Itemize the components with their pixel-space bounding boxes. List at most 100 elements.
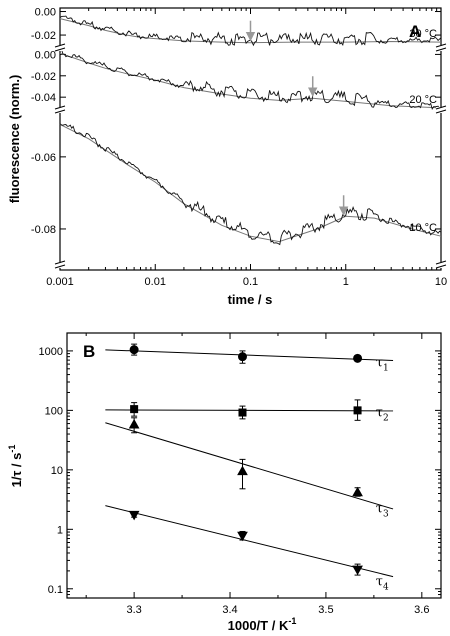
data-point: [129, 345, 139, 355]
data-point: [353, 406, 362, 415]
temperature-label: 20 °C: [409, 94, 437, 106]
break-mark: [54, 43, 66, 48]
panel-b-x-axis: 3.3 3.4 3.5 3.6: [85, 333, 429, 616]
break-gap: [55, 262, 65, 268]
tau-symbol: τ: [376, 405, 383, 420]
panel-b-x-title-text: 1000/T / K: [228, 618, 289, 633]
tau-subscript: 3: [383, 509, 389, 519]
break-gap: [436, 262, 446, 268]
tau-label: τ4: [376, 575, 389, 593]
data-point: [237, 465, 248, 476]
panel-b-label: B: [83, 342, 95, 361]
panel-a-axis-breaks: [54, 43, 447, 269]
panel-b-x-title: 1000/T / K-1: [228, 616, 297, 633]
y-tick-label: 1000: [39, 346, 63, 358]
panel-a-frame: [59, 7, 442, 271]
data-point: [128, 510, 140, 521]
data-point: [353, 353, 363, 363]
break-mark: [435, 43, 447, 48]
tau-subscript: 4: [383, 583, 389, 593]
break-mark: [54, 105, 66, 110]
fit-line-τ3: [105, 422, 394, 510]
break-gap: [55, 107, 65, 113]
panel-a-label: A: [409, 22, 421, 41]
y-tick-label: 0.1: [48, 584, 63, 596]
break-mark: [435, 260, 447, 265]
temperature-label: 10 °C: [409, 222, 437, 234]
tau-label: τ2: [376, 405, 389, 423]
y-tick-label: -0.04: [31, 92, 56, 104]
trace-1: [59, 48, 442, 110]
trace-2: [59, 123, 442, 246]
data-point: [237, 352, 247, 362]
break-gap: [436, 107, 446, 113]
x-tick-label: 0.01: [145, 276, 166, 288]
y-tick-label: 0.00: [35, 7, 56, 19]
x-tick-label: 1: [343, 276, 349, 288]
panel-b-y-title: 1/τ / s-1: [7, 445, 24, 488]
x-tick-label: 10: [435, 276, 447, 288]
fit-line-τ1: [105, 349, 394, 361]
arrow-head: [308, 87, 318, 97]
break-mark: [54, 47, 66, 52]
panel-a: A 0.001 0.01 0.1 1 10 0.00 -0.02 0.00 -0.02 -0.0…: [7, 7, 447, 307]
data-point: [237, 531, 248, 542]
tau-subscript: 1: [383, 363, 389, 373]
break-gap: [55, 45, 65, 51]
y-tick-label: -0.06: [31, 152, 56, 164]
fit-curve-0: [59, 18, 442, 44]
tau-subscript: 2: [383, 413, 389, 423]
data-point: [130, 405, 139, 414]
data-point: [128, 418, 140, 429]
break-mark: [435, 109, 447, 114]
y-tick-label: -0.02: [31, 30, 56, 42]
panel-a-x-title: time / s: [228, 292, 273, 307]
y-tick-label: 10: [51, 465, 63, 477]
y-tick-label: 1: [57, 524, 63, 536]
x-tick-label: 3.6: [414, 604, 429, 616]
x-tick-label: 3.5: [318, 604, 333, 616]
panel-b-frame: [66, 332, 442, 599]
panel-a-x-axis: 0.001 0.01 0.1 1 10: [46, 8, 447, 288]
temperature-label: 30 °C: [409, 28, 437, 40]
break-mark: [54, 109, 66, 114]
tau-symbol: τ: [376, 355, 383, 370]
break-mark: [435, 47, 447, 52]
break-mark: [54, 264, 66, 269]
fit-line-τ4: [105, 505, 394, 578]
break-mark: [435, 105, 447, 110]
y-tick-label: -0.08: [31, 224, 56, 236]
fit-curve-1: [59, 52, 442, 109]
tau-label: τ3: [376, 501, 389, 519]
x-tick-label: 3.3: [126, 604, 141, 616]
tau-label: τ1: [376, 355, 389, 373]
panel-a-y-axis: 0.00 -0.02 0.00 -0.02 -0.04 -0.06 -0.08: [31, 7, 441, 236]
break-mark: [54, 260, 66, 265]
tau-symbol: τ: [376, 575, 383, 590]
y-tick-label: -0.02: [31, 71, 56, 83]
x-tick-label: 0.1: [243, 276, 258, 288]
y-tick-label: 0.00: [35, 49, 56, 61]
x-tick-label: 3.4: [222, 604, 237, 616]
panel-a-traces: 30 °C 20 °C 10 °C: [59, 15, 442, 246]
panel-a-y-title: fluorescence (norm.): [7, 75, 22, 204]
arrow-head: [245, 31, 256, 42]
fit-curve-2: [59, 123, 442, 243]
fit-line-τ2: [105, 409, 394, 412]
arrow-head: [338, 206, 349, 216]
x-tick-label: 0.001: [46, 276, 74, 288]
break-mark: [435, 264, 447, 269]
tau-symbol: τ: [376, 501, 383, 516]
panel-b-y-axis: 0.1 1 10 100 1000: [39, 332, 441, 599]
data-point: [238, 408, 247, 417]
data-point: [352, 486, 363, 497]
data-point: [352, 565, 363, 576]
panel-b-y-title-text: 1/τ / s: [9, 453, 24, 488]
y-tick-label: 100: [45, 405, 63, 417]
panel-b-y-title-sup: -1: [7, 445, 17, 453]
panel-b-x-title-sup: -1: [288, 616, 296, 626]
break-gap: [436, 45, 446, 51]
